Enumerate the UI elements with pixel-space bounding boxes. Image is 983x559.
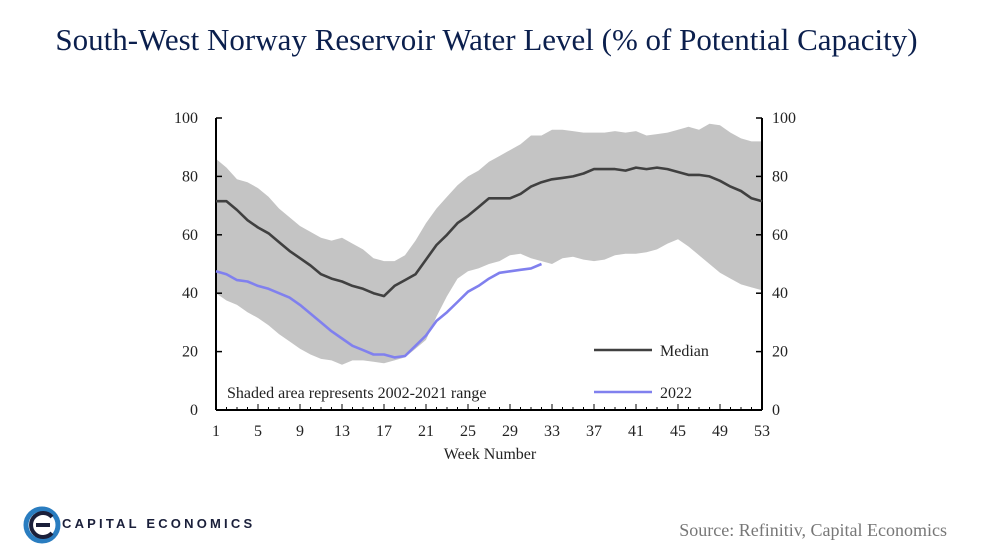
band-note: Shaded area represents 2002-2021 range — [227, 385, 486, 402]
range-band-layer — [216, 123, 762, 365]
y-tick-label-right: 80 — [772, 168, 788, 185]
x-tick-label: 33 — [544, 423, 560, 440]
y-tick-label-left: 60 — [182, 227, 198, 244]
series-line-median — [216, 166, 763, 298]
x-tick-label: 21 — [418, 423, 434, 440]
y-tick-label-left: 40 — [182, 285, 198, 302]
y-tick-label-left: 80 — [182, 168, 198, 185]
chart-title: South-West Norway Reservoir Water Level … — [55, 22, 918, 57]
legend-label-2022: 2022 — [660, 385, 692, 402]
y-tick-label-left: 20 — [182, 344, 198, 361]
x-tick-label: 25 — [460, 423, 476, 440]
x-tick-label: 37 — [586, 423, 602, 440]
y-tick-label-right: 100 — [772, 110, 796, 127]
x-tick-label: 45 — [670, 423, 686, 440]
x-tick-label: 1 — [212, 423, 220, 440]
y-tick-label-right: 20 — [772, 344, 788, 361]
x-tick-label: 17 — [376, 423, 392, 440]
x-tick-label: 29 — [502, 423, 518, 440]
legend-label-median: Median — [660, 343, 709, 360]
x-tick-label: 13 — [334, 423, 350, 440]
series-layer — [215, 166, 763, 359]
x-tick-label: 5 — [254, 423, 262, 440]
tick-labels: 0 0 20 20 40 40 60 60 80 80 100 100 1 5 9 13 17 21 25 29 33 3… — [174, 110, 796, 440]
capital-economics-logo — [23, 506, 61, 544]
series-line-2022 — [215, 262, 543, 359]
logo-text: CAPITAL ECONOMICS — [62, 516, 256, 531]
source-note: Source: Refinitiv, Capital Economics — [679, 520, 947, 540]
x-tick-label: 49 — [712, 423, 728, 440]
logo-c-icon — [29, 511, 54, 539]
y-tick-label-right: 40 — [772, 285, 788, 302]
range-band — [216, 123, 762, 365]
legend: Median 2022 Shaded area represents 2002-20… — [227, 343, 709, 402]
axes — [215, 117, 763, 411]
logo-ring-icon — [23, 506, 61, 544]
x-axis-label: Week Number — [444, 446, 537, 463]
y-tick-label-right: 60 — [772, 227, 788, 244]
logo-bar-icon — [36, 523, 50, 527]
y-tick-label-left: 100 — [174, 110, 198, 127]
x-tick-label: 41 — [628, 423, 644, 440]
x-tick-label: 53 — [754, 423, 770, 440]
y-tick-label-right: 0 — [772, 402, 780, 419]
y-tick-label-left: 0 — [190, 402, 198, 419]
x-tick-label: 9 — [296, 423, 304, 440]
